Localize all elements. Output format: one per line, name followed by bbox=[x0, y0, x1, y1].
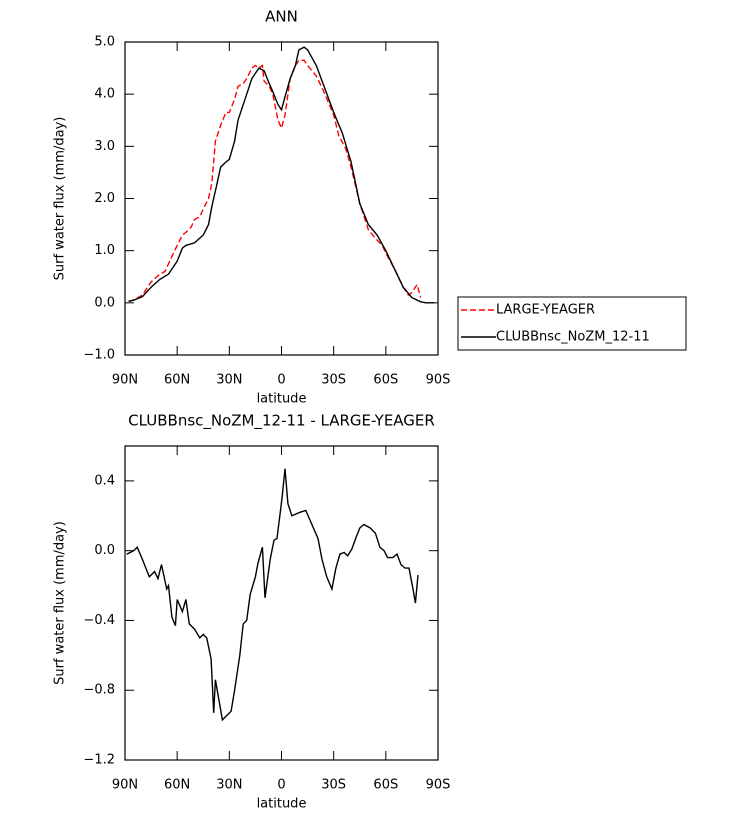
x-tick-label: 0 bbox=[277, 778, 285, 793]
legend-label: CLUBBnsc_NoZM_12-11 bbox=[496, 330, 650, 345]
x-tick-label: 30S bbox=[321, 373, 346, 388]
y-tick-label: 0.4 bbox=[94, 473, 115, 488]
x-tick-label: 90S bbox=[426, 778, 451, 793]
x-tick-label: 60S bbox=[373, 373, 398, 388]
x-tick-label: 90S bbox=[426, 373, 451, 388]
plot-frame bbox=[124, 41, 439, 356]
data-line bbox=[128, 59, 422, 302]
chart-title: ANN bbox=[265, 8, 298, 26]
legend: LARGE-YEAGER CLUBBnsc_NoZM_12-11 bbox=[457, 296, 687, 351]
x-tick-label: 60N bbox=[164, 778, 190, 793]
x-tick-label: 0 bbox=[277, 373, 285, 388]
x-tick-label: 30N bbox=[216, 373, 242, 388]
y-tick-label: 0.0 bbox=[94, 295, 115, 310]
data-line bbox=[128, 46, 435, 304]
y-tick-label: −1.0 bbox=[83, 348, 115, 363]
y-tick-label: 3.0 bbox=[94, 139, 115, 154]
y-tick-label: 1.0 bbox=[94, 243, 115, 258]
data-line bbox=[126, 468, 419, 722]
x-tick-label: 90N bbox=[112, 778, 138, 793]
y-tick-label: −0.8 bbox=[83, 683, 115, 698]
y-tick-label: 4.0 bbox=[94, 87, 115, 102]
plot: CLUBBnsc_NoZM_12-11 - LARGE-YEAGER latitu… bbox=[53, 412, 451, 812]
y-tick-label: 2.0 bbox=[94, 191, 115, 206]
y-tick-label: −0.4 bbox=[83, 613, 115, 628]
x-tick-label: 30N bbox=[216, 778, 242, 793]
x-tick-label: 90N bbox=[112, 373, 138, 388]
y-tick-label: −1.2 bbox=[83, 753, 115, 768]
y-tick-label: 0.0 bbox=[94, 543, 115, 558]
y-tick-label: 5.0 bbox=[94, 35, 115, 50]
x-axis-label: latitude bbox=[257, 392, 307, 407]
y-axis-label: Surf water flux (mm/day) bbox=[53, 521, 68, 685]
legend-label: LARGE-YEAGER bbox=[496, 303, 595, 318]
x-tick-label: 30S bbox=[321, 778, 346, 793]
chart-title: CLUBBnsc_NoZM_12-11 - LARGE-YEAGER bbox=[128, 412, 435, 431]
x-tick-label: 60S bbox=[373, 778, 398, 793]
y-axis-label: Surf water flux (mm/day) bbox=[53, 117, 68, 281]
legend-box bbox=[457, 296, 687, 351]
plot-frame bbox=[124, 445, 439, 761]
plot: ANN latitude Surf water flux (mm/day) 90N 60… bbox=[53, 8, 687, 407]
x-tick-label: 60N bbox=[164, 373, 190, 388]
x-axis-label: latitude bbox=[257, 797, 307, 812]
